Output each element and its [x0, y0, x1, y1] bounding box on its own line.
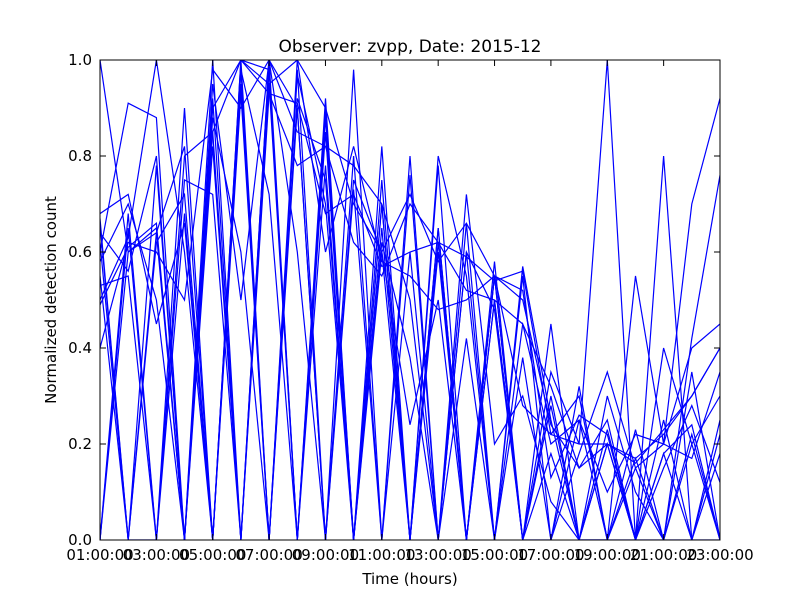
- series-line-12: [100, 60, 720, 540]
- y-axis-label: Normalized detection count: [42, 196, 60, 404]
- x-axis: 01:00:0003:00:0005:00:0007:00:0009:00:00…: [66, 60, 754, 564]
- x-tick-label: 17:00:00: [517, 546, 584, 564]
- series-line-4: [100, 60, 720, 494]
- y-tick-label: 1.0: [68, 51, 92, 69]
- series-line-9: [100, 69, 720, 540]
- x-tick-label: 15:00:00: [461, 546, 528, 564]
- y-tick-label: 0.4: [68, 339, 92, 357]
- series-line-15: [100, 60, 720, 540]
- series-line-5: [100, 60, 720, 540]
- series-layer: [100, 60, 720, 540]
- x-tick-label: 05:00:00: [179, 546, 246, 564]
- y-tick-label: 0.2: [68, 435, 92, 453]
- x-axis-label: Time (hours): [361, 570, 457, 588]
- y-axis: 0.0 0.2 0.4 0.6 0.8 1.0: [68, 51, 720, 549]
- series-line-6: [100, 60, 720, 540]
- x-tick-label: 01:00:00: [66, 546, 133, 564]
- series-line-3: [100, 60, 720, 540]
- y-tick-label: 0.0: [68, 531, 92, 549]
- series-line-16: [100, 69, 720, 540]
- x-tick-label: 13:00:00: [404, 546, 471, 564]
- x-tick-label: 07:00:00: [235, 546, 302, 564]
- chart-title: Observer: zvpp, Date: 2015-12: [279, 37, 542, 57]
- series-line-10: [100, 98, 720, 540]
- x-tick-label: 03:00:00: [123, 546, 190, 564]
- x-tick-label: 23:00:00: [686, 546, 753, 564]
- y-tick-label: 0.8: [68, 147, 92, 165]
- x-tick-label: 09:00:00: [292, 546, 359, 564]
- series-line-14: [100, 60, 720, 540]
- x-tick-label: 11:00:00: [348, 546, 415, 564]
- y-tick-label: 0.6: [68, 243, 92, 261]
- series-line-11: [100, 83, 720, 540]
- plot-frame: [99, 59, 721, 541]
- x-tick-label: 21:00:00: [630, 546, 697, 564]
- series-line-8: [100, 69, 720, 540]
- x-tick-label: 19:00:00: [574, 546, 641, 564]
